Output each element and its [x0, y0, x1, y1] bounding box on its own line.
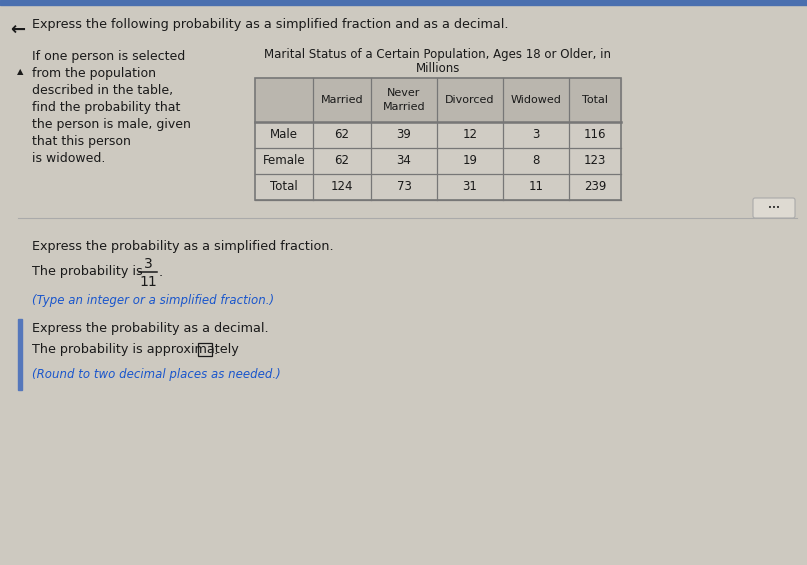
Bar — [255, 122, 621, 148]
Text: Female: Female — [263, 154, 305, 167]
Text: Express the probability as a decimal.: Express the probability as a decimal. — [32, 322, 269, 335]
FancyBboxPatch shape — [753, 198, 795, 218]
Bar — [255, 174, 621, 200]
Bar — [255, 78, 621, 122]
Text: Divorced: Divorced — [445, 95, 495, 105]
Bar — [198, 343, 212, 356]
Text: (Round to two decimal places as needed.): (Round to two decimal places as needed.) — [32, 368, 281, 381]
Text: 31: 31 — [462, 180, 478, 193]
Text: Married: Married — [320, 95, 363, 105]
Text: from the population: from the population — [32, 67, 156, 80]
Text: 12: 12 — [462, 128, 478, 141]
Text: 3: 3 — [144, 257, 153, 271]
Text: 11: 11 — [529, 180, 543, 193]
Bar — [0, 0, 807, 5]
Text: Married: Married — [383, 102, 425, 112]
Text: 8: 8 — [533, 154, 540, 167]
Text: 39: 39 — [396, 128, 412, 141]
Text: Marital Status of a Certain Population, Ages 18 or Older, in: Marital Status of a Certain Population, … — [265, 48, 612, 61]
Text: 123: 123 — [583, 154, 606, 167]
Text: ←: ← — [10, 21, 25, 39]
Text: Express the probability as a simplified fraction.: Express the probability as a simplified … — [32, 240, 333, 253]
Bar — [255, 78, 621, 200]
Text: that this person: that this person — [32, 135, 131, 148]
Text: .: . — [159, 266, 163, 279]
Text: •••: ••• — [768, 205, 780, 211]
Text: If one person is selected: If one person is selected — [32, 50, 186, 63]
Text: 116: 116 — [583, 128, 606, 141]
Text: 34: 34 — [396, 154, 412, 167]
Text: is widowed.: is widowed. — [32, 152, 106, 165]
Text: The probability is: The probability is — [32, 266, 147, 279]
Text: 124: 124 — [331, 180, 353, 193]
Text: ▲: ▲ — [17, 67, 23, 76]
Text: 19: 19 — [462, 154, 478, 167]
Text: .: . — [214, 344, 218, 357]
Text: Total: Total — [582, 95, 608, 105]
Text: (Type an integer or a simplified fraction.): (Type an integer or a simplified fractio… — [32, 294, 274, 307]
Text: Millions: Millions — [416, 62, 460, 75]
Bar — [18, 319, 22, 390]
Text: find the probability that: find the probability that — [32, 101, 181, 114]
Text: 239: 239 — [583, 180, 606, 193]
Text: described in the table,: described in the table, — [32, 84, 174, 97]
Bar — [255, 148, 621, 174]
Text: 73: 73 — [396, 180, 412, 193]
Text: Never: Never — [387, 88, 420, 98]
Text: 11: 11 — [139, 275, 157, 289]
Text: 3: 3 — [533, 128, 540, 141]
Text: The probability is approximately: The probability is approximately — [32, 344, 239, 357]
Text: Total: Total — [270, 180, 298, 193]
Text: 62: 62 — [334, 154, 349, 167]
Text: 62: 62 — [334, 128, 349, 141]
Text: Widowed: Widowed — [511, 95, 562, 105]
Text: the person is male, given: the person is male, given — [32, 118, 191, 131]
Text: Male: Male — [270, 128, 298, 141]
Text: Express the following probability as a simplified fraction and as a decimal.: Express the following probability as a s… — [32, 18, 508, 31]
